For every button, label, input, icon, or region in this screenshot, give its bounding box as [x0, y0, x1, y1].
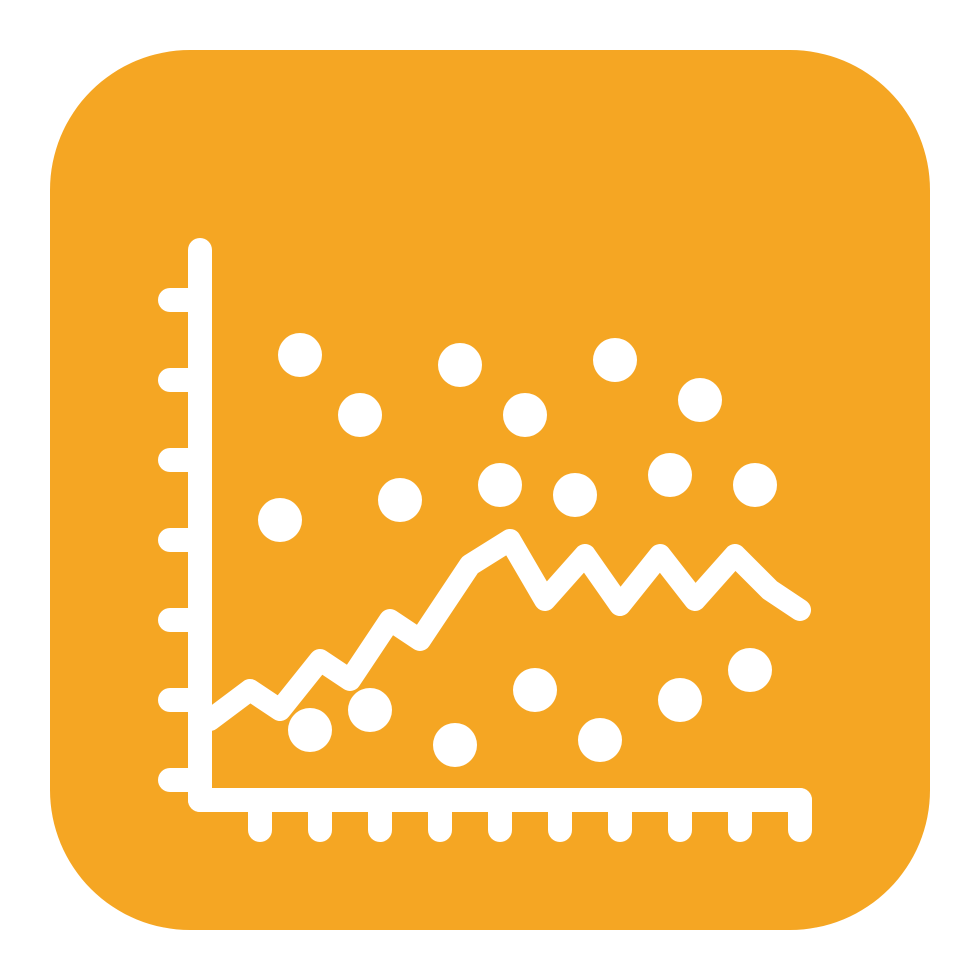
scatter-chart-icon	[0, 0, 980, 980]
